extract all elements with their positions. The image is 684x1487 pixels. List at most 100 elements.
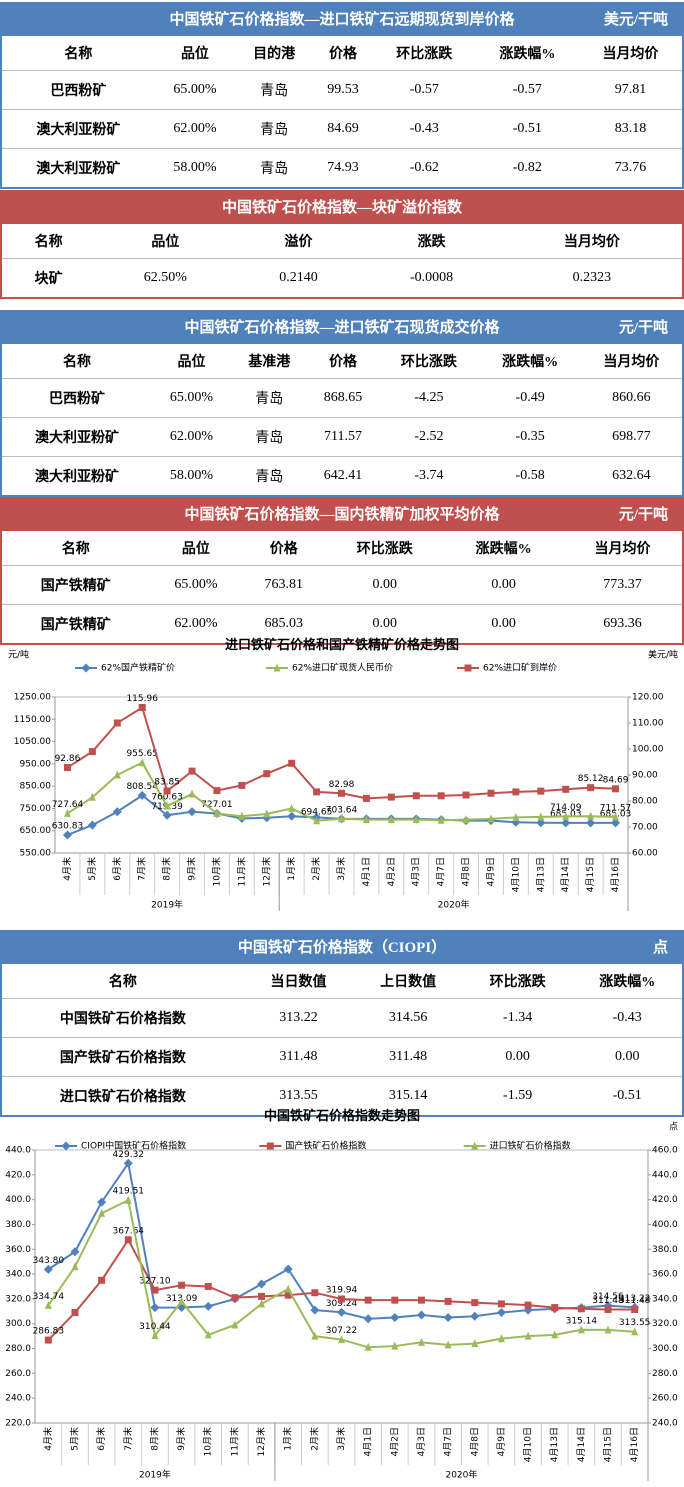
header-row: 名称 当日数值 上日数值 环比涨跌 涨跌幅% [2,964,682,999]
data-label: 703.64 [326,805,358,815]
point-marker [311,1331,319,1340]
table-cell: 314.56 [353,998,463,1038]
column-header: 名称 [63,355,92,370]
x-tick-label: 4月7日 [436,857,447,886]
point-marker [364,1296,372,1304]
point-marker [238,781,246,789]
x-tick-label: 4月7日 [443,1427,454,1456]
x-tick-label: 5月末 [86,857,98,881]
table-cell: -0.43 [572,998,682,1038]
table-cell: 国产铁矿石价格指数 [2,1037,244,1077]
table-cell: 进口铁矿石价格指数 [2,1076,244,1115]
x-tick-label: 4月13日 [549,1427,560,1462]
point-marker [188,767,196,775]
point-marker [577,1325,585,1334]
y-tick-label: 360.0 [5,1245,31,1255]
table-row: 中国铁矿石价格指数 313.22 314.56 -1.34 -0.43 [2,998,682,1038]
point-marker [263,770,271,778]
point-marker [88,748,96,756]
data-label: 309.24 [326,1299,358,1309]
x-tick-label: 7月末 [136,857,148,881]
x-tick-label: 12月末 [260,857,272,886]
data-label: 727.64 [52,800,84,810]
point-marker [612,812,620,821]
point-marker [537,787,545,795]
data-label: 83.85 [154,777,180,787]
table-cell: 青岛 [230,378,308,418]
y2-tick-label: 320.0 [652,1319,678,1329]
point-marker [231,1294,239,1302]
table-cell: 693.36 [563,604,682,643]
table-cell: 62.00% [152,417,231,457]
y2-tick-label: 340.0 [652,1294,678,1304]
table-cell: 73.76 [578,148,682,187]
point-marker [537,812,545,821]
y-tick-label: 300.0 [5,1319,31,1329]
x-tick-label: 4月10日 [523,1427,534,1462]
legend-label: 62%国产铁精矿价 [101,662,175,674]
point-marker [310,1305,320,1315]
data-label: 314.56 [592,1292,624,1302]
table-cell: -0.51 [475,109,579,149]
point-marker [416,1310,426,1320]
table-cell: 313.55 [243,1076,354,1115]
point-marker [412,792,420,800]
table-title: 中国铁矿石价格指数（CIOPI） [237,940,447,956]
table-cell: 0.00 [444,604,564,643]
data-label: 319.94 [326,1285,358,1295]
y-tick-label: 1150.00 [14,715,51,725]
y2-tick-label: 90.00 [632,771,658,781]
point-marker [138,704,146,712]
point-marker [603,1301,613,1311]
x-tick-label: 6月末 [95,1427,107,1451]
y2-tick-label: 60.00 [632,849,658,859]
point-marker [238,811,246,820]
point-marker [63,808,71,817]
table-cell: -0.0008 [361,258,502,297]
point-marker [43,1264,53,1274]
table-body: 名称 当日数值 上日数值 环比涨跌 涨跌幅% 中国铁矿石价格指数 313.22 314.56-… [2,964,682,1115]
point-marker [390,1313,400,1323]
legend-label: CIOPI中国铁矿石价格指数 [81,1140,186,1152]
x-tick-label: 4月16日 [629,1427,640,1462]
point-marker [524,1301,532,1309]
table: 中国铁矿石价格指数—进口铁矿石现货成交价格 元/干吨 名称 品位 基准港 价格 环比涨跌 涨跌… [0,310,684,497]
y-tick-label: 1050.00 [14,737,51,747]
table-cell: 青岛 [235,70,314,110]
table: 中国铁矿石价格指数—国内铁精矿加权平均价格 元/干吨 名称 品位 价格 环比涨跌 涨跌幅% 当… [0,497,684,645]
x-tick-label: 2月末 [308,1427,320,1451]
point-marker [204,1330,212,1339]
table-cell: 315.14 [353,1076,463,1115]
table-row: 澳大利亚粉矿 58.00% 青岛 74.93 -0.62 -0.82 73.76 [2,148,682,187]
column-header: 价格 [328,355,357,370]
point-marker [71,1262,79,1271]
x-tick-label: 4月3日 [411,857,422,886]
data-label: 760.63 [151,793,183,803]
table-cell: -0.62 [372,148,476,187]
table-cell: -1.34 [462,998,573,1038]
point-marker [124,1236,132,1244]
point-marker [150,1303,160,1313]
table-cell: 0.00 [325,604,445,643]
point-marker [338,789,345,797]
table-cell: -4.25 [378,378,480,418]
table-body: 名称 品位 目的港 价格 环比涨跌 涨跌幅% 当月均价 巴西粉矿 65.00% 青岛 99.53 -0… [2,36,682,187]
table-cell: -0.57 [372,70,476,110]
table-unit: 美元/干吨 [603,12,668,28]
table-cell: 632.64 [580,456,682,495]
table-cell: 中国铁矿石价格指数 [2,998,244,1038]
table-cell: 97.81 [578,70,682,110]
point-marker [112,807,122,817]
legend-marker [266,1142,274,1150]
point-marker [137,790,147,800]
point-marker [443,1313,453,1323]
y-tick-label: 950.00 [20,759,52,769]
y-tick-label: 440.0 [5,1146,31,1156]
point-marker [362,815,370,824]
table-cell: 青岛 [230,456,308,495]
table-cell: 711.57 [307,417,379,457]
table-cell: 65.00% [149,565,243,605]
x-tick-label: 4月2日 [389,1427,400,1456]
point-marker [97,1197,107,1207]
column-header: 名称 [34,235,63,250]
